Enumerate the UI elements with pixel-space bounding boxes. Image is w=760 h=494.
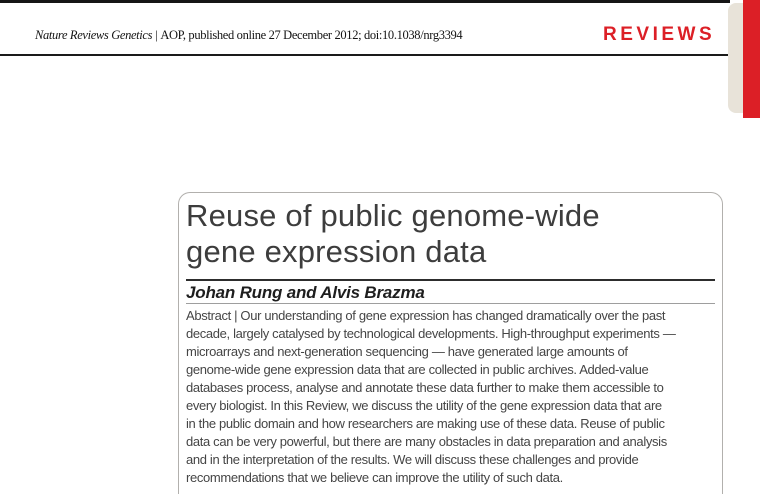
- article-title-line1: Reuse of public genome-wide: [186, 198, 600, 233]
- publication-info: AOP, published online 27 December 2012; …: [160, 28, 463, 42]
- article-box: Reuse of public genome-wide gene express…: [178, 192, 723, 494]
- abstract-line: recommendations that we believe can impr…: [186, 469, 563, 485]
- title-rule: [186, 279, 715, 281]
- section-tab: [743, 0, 760, 118]
- abstract-line: data can be very powerful, but there are…: [186, 433, 667, 449]
- abstract-line: databases process, analyse and annotate …: [186, 379, 664, 395]
- journal-name: Nature Reviews Genetics: [35, 28, 153, 42]
- citation-line: Nature Reviews Genetics | AOP, published o…: [35, 28, 463, 43]
- section-label: REVIEWS: [603, 24, 716, 45]
- citation-separator: |: [155, 28, 158, 42]
- abstract-line: Abstract | Our understanding of gene exp…: [186, 307, 666, 323]
- abstract-line: and in the interpretation of the results…: [186, 451, 639, 467]
- abstract-line: in the public domain and how researchers…: [186, 415, 665, 431]
- section-tab-shadow: [728, 3, 743, 113]
- top-rule: [0, 0, 730, 3]
- article-title-line2: gene expression data: [186, 234, 487, 269]
- abstract-line: decade, largely catalysed by technologic…: [186, 325, 676, 341]
- authors: Johan Rung and Alvis Brazma: [186, 282, 425, 302]
- article-title: Reuse of public genome-wide gene express…: [186, 198, 715, 270]
- abstract: Abstract | Our understanding of gene exp…: [186, 307, 715, 487]
- abstract-line: genome-wide gene expression data that ar…: [186, 361, 649, 377]
- header-rule: [0, 54, 733, 56]
- abstract-line: microarrays and next-generation sequenci…: [186, 343, 628, 359]
- abstract-line: every biologist. In this Review, we disc…: [186, 397, 662, 413]
- authors-rule: [186, 302, 715, 304]
